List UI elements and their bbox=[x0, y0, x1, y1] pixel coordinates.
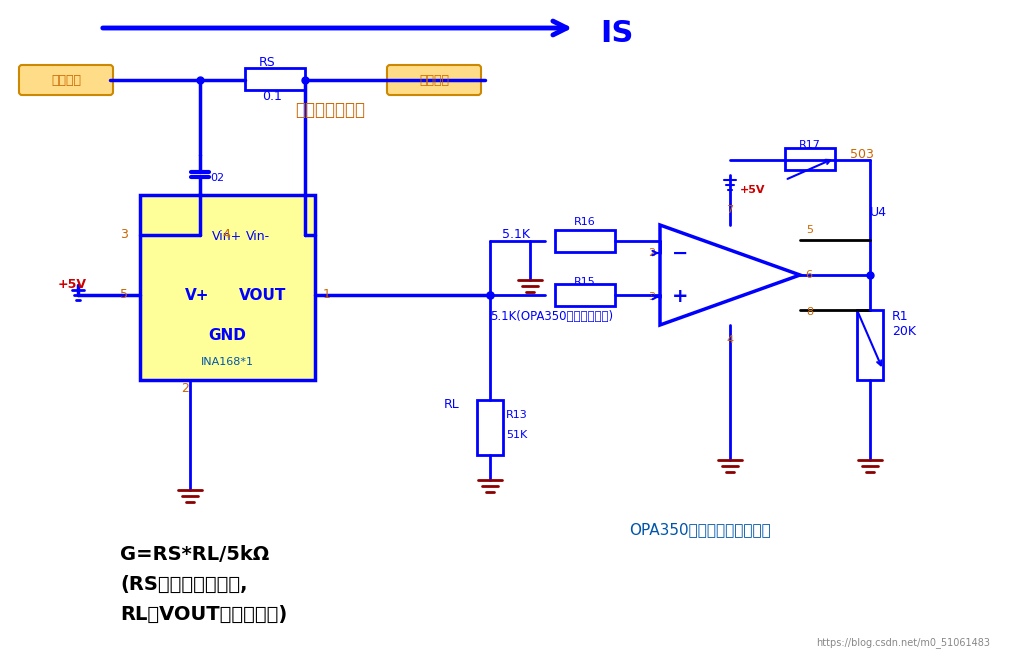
Text: R16: R16 bbox=[574, 217, 596, 227]
Text: 2: 2 bbox=[648, 248, 655, 258]
FancyBboxPatch shape bbox=[387, 65, 481, 95]
Text: 低电势端: 低电势端 bbox=[419, 75, 449, 87]
Bar bbox=[555, 230, 615, 252]
Text: R17: R17 bbox=[799, 140, 821, 150]
Text: VOUT: VOUT bbox=[239, 288, 287, 303]
Text: 02: 02 bbox=[210, 173, 224, 183]
Bar bbox=[140, 195, 315, 380]
Text: Vin-: Vin- bbox=[245, 230, 269, 243]
Text: 4: 4 bbox=[222, 228, 230, 242]
Bar bbox=[245, 68, 305, 90]
Text: 3: 3 bbox=[648, 292, 655, 302]
Bar bbox=[555, 284, 615, 306]
Text: R15: R15 bbox=[574, 277, 596, 287]
Text: +: + bbox=[672, 288, 688, 306]
Text: RL为VOUT侧下拉电阻): RL为VOUT侧下拉电阻) bbox=[120, 605, 288, 624]
Text: 康铜丝采样电阻: 康铜丝采样电阻 bbox=[295, 101, 365, 119]
Text: 5.1K(OPA350输入限流电阻): 5.1K(OPA350输入限流电阻) bbox=[490, 310, 613, 323]
Text: 5: 5 bbox=[120, 288, 128, 302]
Text: R13: R13 bbox=[506, 410, 528, 420]
Text: 51K: 51K bbox=[506, 430, 527, 440]
Text: RS: RS bbox=[258, 55, 276, 69]
Text: 高电势端: 高电势端 bbox=[51, 75, 81, 87]
Bar bbox=[785, 148, 835, 170]
Text: https://blog.csdn.net/m0_51061483: https://blog.csdn.net/m0_51061483 bbox=[816, 637, 990, 648]
FancyBboxPatch shape bbox=[19, 65, 113, 95]
Text: 7: 7 bbox=[726, 205, 733, 215]
Text: R1: R1 bbox=[892, 310, 909, 323]
Bar bbox=[477, 400, 503, 455]
Text: 5: 5 bbox=[806, 225, 813, 235]
Text: −: − bbox=[672, 244, 688, 262]
Text: G=RS*RL/5kΩ: G=RS*RL/5kΩ bbox=[120, 545, 269, 564]
Text: 20K: 20K bbox=[892, 325, 916, 338]
Text: 2: 2 bbox=[181, 382, 189, 395]
Text: +5V: +5V bbox=[58, 278, 87, 292]
Text: 0.1: 0.1 bbox=[262, 91, 282, 103]
Text: OPA350（轨对轨输出运放）: OPA350（轨对轨输出运放） bbox=[629, 523, 771, 537]
Text: GND: GND bbox=[209, 328, 246, 343]
Text: 8: 8 bbox=[806, 307, 813, 317]
Text: 4: 4 bbox=[726, 335, 733, 345]
Text: U4: U4 bbox=[870, 206, 887, 220]
Text: +5V: +5V bbox=[741, 185, 766, 195]
Text: 1: 1 bbox=[323, 288, 331, 302]
Text: 3: 3 bbox=[121, 228, 128, 242]
Text: INA168*1: INA168*1 bbox=[201, 357, 254, 367]
Text: 503: 503 bbox=[850, 149, 874, 161]
Text: IS: IS bbox=[600, 19, 633, 47]
Text: RL: RL bbox=[444, 398, 460, 411]
Bar bbox=[857, 310, 883, 380]
Text: (RS为电流采样电阻,: (RS为电流采样电阻, bbox=[120, 575, 247, 594]
Text: Vin+: Vin+ bbox=[213, 230, 243, 243]
Text: 5.1K: 5.1K bbox=[502, 228, 530, 242]
Text: V+: V+ bbox=[185, 288, 210, 303]
Text: 6: 6 bbox=[805, 270, 812, 280]
